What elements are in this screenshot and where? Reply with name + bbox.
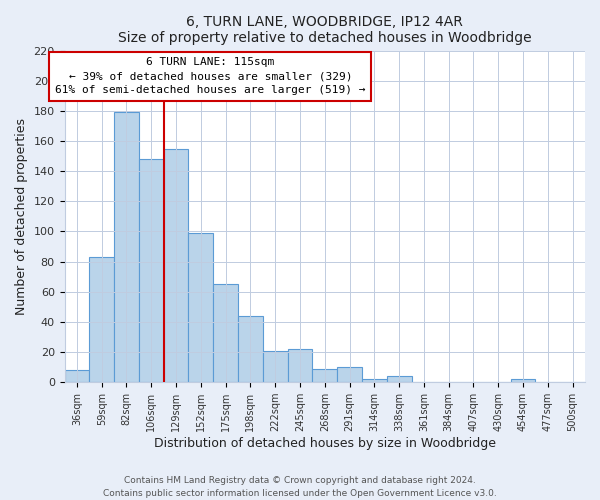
Bar bbox=[139, 159, 164, 382]
Bar bbox=[263, 350, 287, 382]
Bar bbox=[337, 367, 362, 382]
Bar bbox=[362, 379, 387, 382]
Y-axis label: Number of detached properties: Number of detached properties bbox=[15, 118, 28, 315]
Bar bbox=[213, 284, 238, 382]
Bar bbox=[287, 349, 313, 382]
Bar bbox=[65, 370, 89, 382]
Bar bbox=[313, 368, 337, 382]
Bar bbox=[188, 233, 213, 382]
X-axis label: Distribution of detached houses by size in Woodbridge: Distribution of detached houses by size … bbox=[154, 437, 496, 450]
Text: 6 TURN LANE: 115sqm
← 39% of detached houses are smaller (329)
61% of semi-detac: 6 TURN LANE: 115sqm ← 39% of detached ho… bbox=[55, 57, 365, 95]
Bar bbox=[238, 316, 263, 382]
Text: Contains HM Land Registry data © Crown copyright and database right 2024.
Contai: Contains HM Land Registry data © Crown c… bbox=[103, 476, 497, 498]
Bar bbox=[114, 112, 139, 382]
Bar bbox=[89, 257, 114, 382]
Bar bbox=[387, 376, 412, 382]
Bar bbox=[164, 148, 188, 382]
Bar bbox=[511, 379, 535, 382]
Title: 6, TURN LANE, WOODBRIDGE, IP12 4AR
Size of property relative to detached houses : 6, TURN LANE, WOODBRIDGE, IP12 4AR Size … bbox=[118, 15, 532, 45]
